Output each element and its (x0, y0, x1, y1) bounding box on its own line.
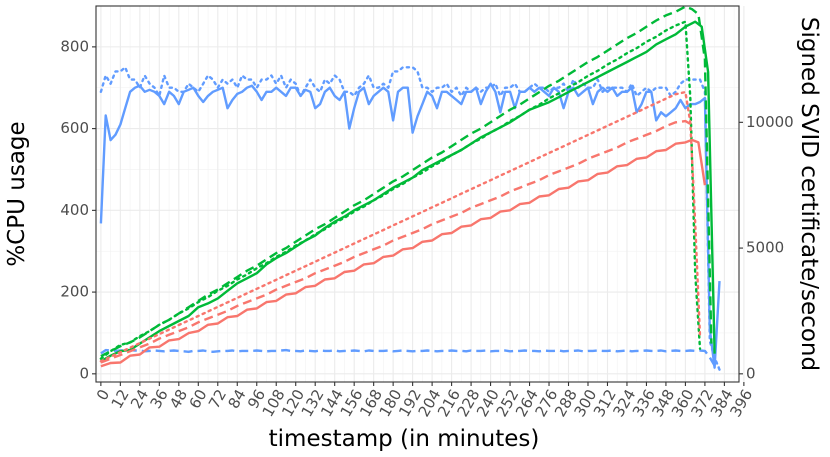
panel-border (95, 5, 740, 383)
series-line-6 (100, 138, 707, 368)
series-lines (99, 5, 721, 371)
series-line-0 (99, 82, 721, 369)
series-line-4 (100, 5, 713, 358)
series-line-1 (99, 66, 721, 371)
series-line-8 (99, 90, 702, 363)
y-axis-right-title: Signed SVID certificate/second (796, 17, 822, 371)
y-right-tick-label: 0 (746, 364, 756, 382)
x-axis: 0122436486072849610812013214415616818019… (93, 382, 756, 420)
y-left-tick-label: 400 (60, 201, 89, 219)
series-line-7 (100, 119, 693, 364)
series-line-2 (100, 348, 720, 369)
y-left-tick-label: 0 (79, 364, 89, 382)
y-axis-left-title: %CPU usage (4, 121, 30, 266)
y-left-tick-label: 600 (60, 119, 89, 137)
series-line-5 (99, 20, 702, 360)
y-right-tick-label: 10000 (746, 113, 794, 131)
x-tick-label: 396 (726, 386, 756, 420)
y-right-tick-label: 5000 (746, 239, 784, 257)
y-left-tick-label: 800 (60, 37, 89, 55)
panel-background (95, 5, 740, 383)
series-line-3 (100, 20, 716, 363)
x-axis-title: timestamp (in minutes) (269, 426, 540, 452)
y-axis-right: 0 5000 10000 (739, 113, 794, 382)
y-left-tick-label: 200 (60, 283, 89, 301)
y-axis-left: 0 200 400 600 800 (60, 37, 96, 382)
